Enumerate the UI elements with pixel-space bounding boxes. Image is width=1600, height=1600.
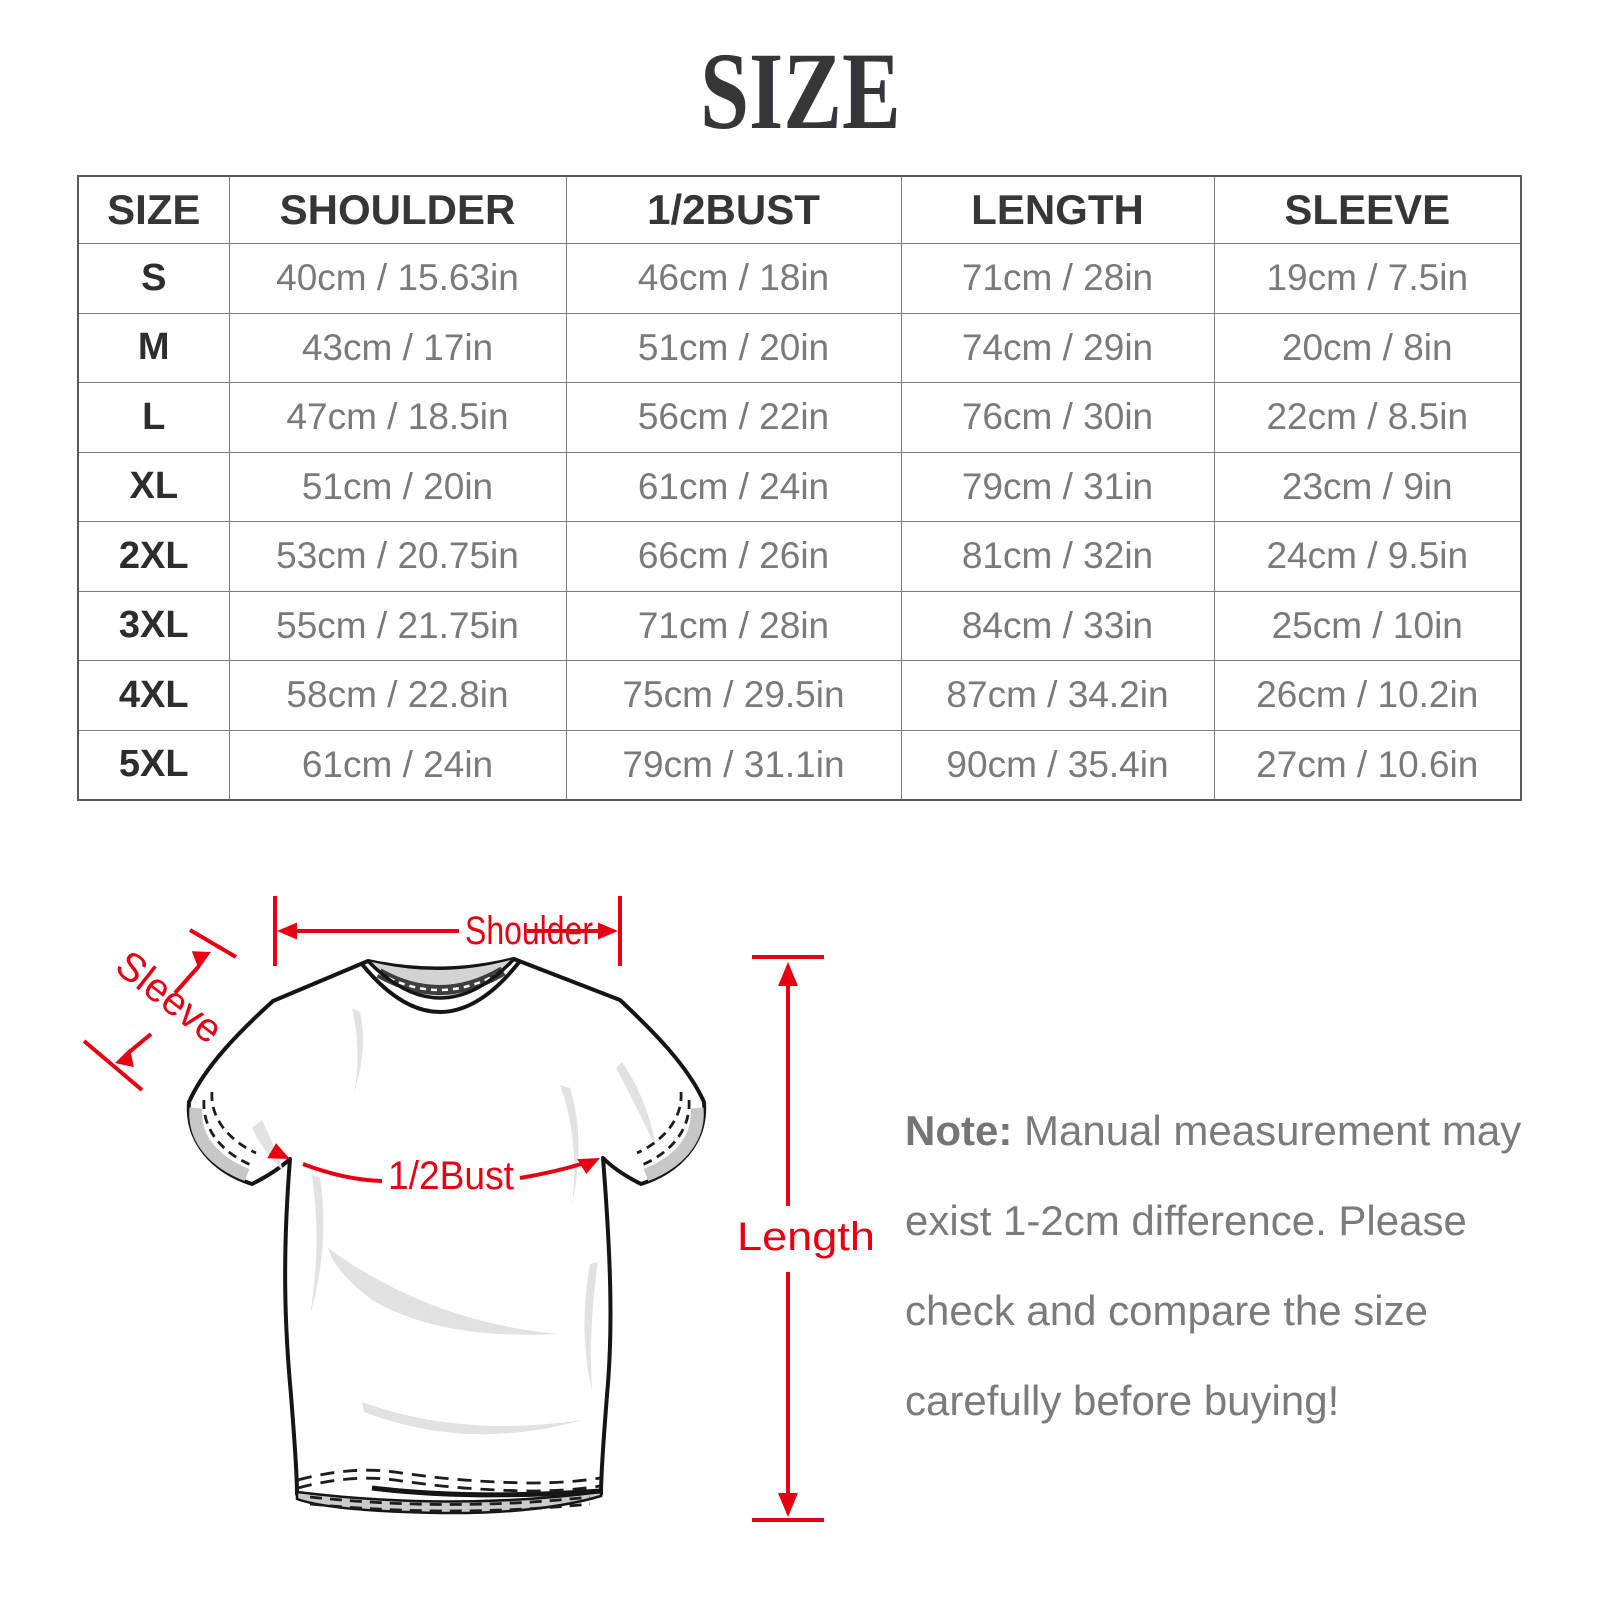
bust-annotation: 1/2Bust <box>267 1143 600 1198</box>
arrow-up-right-icon <box>191 951 211 970</box>
table-row: XL 51cm / 20in 61cm / 24in 79cm / 31in 23cm … <box>77 451 1522 522</box>
fabric-wrinkles <box>252 1008 656 1435</box>
size-cell: 5XL <box>77 729 230 801</box>
size-table-body: S 40cm / 15.63in 46cm / 18in 71cm / 28in 19c… <box>77 243 1522 801</box>
measurement-cell: 76cm / 30in <box>900 382 1215 453</box>
size-cell: 3XL <box>77 590 230 661</box>
table-row: 5XL 61cm / 24in 79cm / 31.1in 90cm / 35.4in… <box>77 729 1522 801</box>
measurement-cell: 23cm / 9in <box>1213 451 1522 522</box>
arrow-right-icon <box>598 922 618 940</box>
measurement-cell: 47cm / 18.5in <box>228 382 567 453</box>
measurement-cell: 20cm / 8in <box>1213 312 1522 383</box>
shoulder-annotation: Shoulder <box>273 896 622 966</box>
arrow-right-icon <box>577 1158 600 1175</box>
measurement-cell: 90cm / 35.4in <box>900 729 1215 801</box>
size-cell: XL <box>77 451 230 522</box>
tshirt-illustration <box>186 957 707 1515</box>
measurement-cell: 75cm / 29.5in <box>565 660 902 731</box>
measurement-cell: 24cm / 9.5in <box>1213 521 1522 592</box>
arrow-left-icon <box>277 922 297 940</box>
header-shoulder: SHOULDER <box>228 175 567 244</box>
collar <box>359 957 522 1014</box>
measurement-cell: 87cm / 34.2in <box>900 660 1215 731</box>
size-cell: L <box>77 382 230 453</box>
measurement-cell: 61cm / 24in <box>228 729 567 801</box>
table-row: S 40cm / 15.63in 46cm / 18in 71cm / 28in 19c… <box>77 243 1522 314</box>
measurement-cell: 27cm / 10.6in <box>1213 729 1522 801</box>
page-title: SIZE <box>699 30 901 152</box>
table-row: 4XL 58cm / 22.8in 75cm / 29.5in 87cm / 34.2… <box>77 660 1522 731</box>
measurement-cell: 51cm / 20in <box>565 312 902 383</box>
measurement-cell: 26cm / 10.2in <box>1213 660 1522 731</box>
arrow-up-icon <box>778 962 798 986</box>
measurement-cell: 22cm / 8.5in <box>1213 382 1522 453</box>
header-size: SIZE <box>77 175 230 244</box>
table-row: L 47cm / 18.5in 56cm / 22in 76cm / 30in 22cm… <box>77 382 1522 453</box>
table-row: M 43cm / 17in 51cm / 20in 74cm / 29in 20cm /… <box>77 312 1522 383</box>
note-prefix: Note: <box>905 1107 1013 1154</box>
measurement-cell: 40cm / 15.63in <box>228 243 567 314</box>
size-cell: 4XL <box>77 660 230 731</box>
measurement-note: Note: Manual measurement may exist 1-2cm… <box>905 1086 1537 1446</box>
measurement-cell: 43cm / 17in <box>228 312 567 383</box>
table-row: 3XL 55cm / 21.75in 71cm / 28in 84cm / 33in 2… <box>77 590 1522 661</box>
measurement-cell: 81cm / 32in <box>900 521 1215 592</box>
measurement-cell: 84cm / 33in <box>900 590 1215 661</box>
sleeve-openings <box>189 1091 704 1182</box>
tshirt-outline <box>186 957 707 1506</box>
size-cell: M <box>77 312 230 383</box>
header-sleeve: SLEEVE <box>1213 175 1522 244</box>
hem <box>295 1468 603 1515</box>
measurement-cell: 61cm / 24in <box>565 451 902 522</box>
size-table: SIZE SHOULDER 1/2BUST LENGTH SLEEVE S 40c… <box>77 175 1522 801</box>
measurement-cell: 79cm / 31.1in <box>565 729 902 801</box>
length-annotation: Length <box>737 955 875 1522</box>
measurement-cell: 71cm / 28in <box>900 243 1215 314</box>
bust-label: 1/2Bust <box>388 1154 514 1198</box>
arrow-down-left-icon <box>115 1048 134 1068</box>
note-body: Manual measurement may exist 1-2cm diffe… <box>905 1107 1522 1424</box>
length-label: Length <box>737 1215 875 1259</box>
measurement-cell: 71cm / 28in <box>565 590 902 661</box>
measurement-cell: 51cm / 20in <box>228 451 567 522</box>
arrow-left-icon <box>267 1143 290 1159</box>
arrow-down-icon <box>778 1493 798 1517</box>
measurement-cell: 58cm / 22.8in <box>228 660 567 731</box>
measurement-cell: 46cm / 18in <box>565 243 902 314</box>
sleeve-label: Sleeve <box>107 942 230 1052</box>
measurement-cell: 19cm / 7.5in <box>1213 243 1522 314</box>
